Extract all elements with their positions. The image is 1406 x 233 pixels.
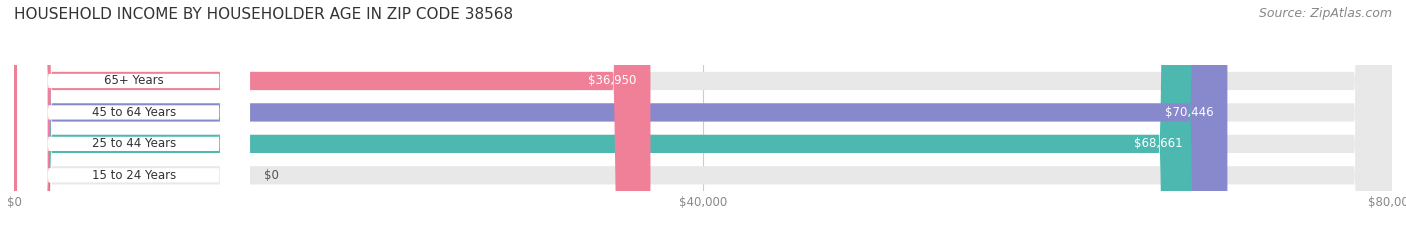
FancyBboxPatch shape [17,0,250,233]
Text: 45 to 64 Years: 45 to 64 Years [91,106,176,119]
Text: $68,661: $68,661 [1135,137,1182,150]
FancyBboxPatch shape [17,0,250,233]
Text: $70,446: $70,446 [1166,106,1213,119]
FancyBboxPatch shape [14,0,1392,233]
Text: $0: $0 [264,169,278,182]
FancyBboxPatch shape [14,0,1197,233]
Text: HOUSEHOLD INCOME BY HOUSEHOLDER AGE IN ZIP CODE 38568: HOUSEHOLD INCOME BY HOUSEHOLDER AGE IN Z… [14,7,513,22]
FancyBboxPatch shape [14,0,651,233]
Text: $36,950: $36,950 [588,75,637,87]
FancyBboxPatch shape [17,0,250,233]
FancyBboxPatch shape [14,0,1392,233]
FancyBboxPatch shape [14,0,1392,233]
FancyBboxPatch shape [14,0,1227,233]
Text: 15 to 24 Years: 15 to 24 Years [91,169,176,182]
Text: 65+ Years: 65+ Years [104,75,163,87]
Text: 25 to 44 Years: 25 to 44 Years [91,137,176,150]
Text: Source: ZipAtlas.com: Source: ZipAtlas.com [1258,7,1392,20]
FancyBboxPatch shape [14,0,1392,233]
FancyBboxPatch shape [17,0,250,233]
